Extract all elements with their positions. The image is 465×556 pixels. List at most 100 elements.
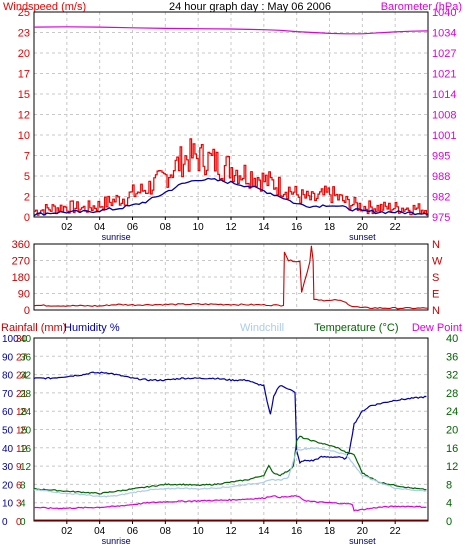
rain-y-tick-label: 3 — [16, 499, 22, 510]
wind-y-tick-label: 15 — [18, 89, 30, 101]
temperature-left-y-tick-label: 0 — [20, 517, 26, 528]
rain-y-tick-label: 9 — [16, 462, 22, 473]
rain-y-tick-label: 0 — [16, 517, 22, 528]
temperature-right-y-tick-label: 32 — [446, 370, 458, 382]
humidity-y-tick-label: 10 — [2, 499, 14, 510]
chart-title: 24 hour graph day : May 06 2006 — [169, 1, 331, 13]
direction-compass-label: E — [432, 289, 439, 301]
temperature-x-tick-label: 22 — [390, 526, 402, 537]
temperature-x-tick-label: 12 — [225, 526, 237, 537]
barometer-y-tick-label: 1034 — [432, 28, 456, 40]
direction-y-tick-label: 180 — [12, 272, 30, 284]
temperature-right-y-tick-label: 20 — [446, 425, 458, 437]
wind-x-tick-label: 08 — [160, 222, 172, 233]
wind-x-tick-label: 02 — [61, 222, 73, 233]
humidity-series — [33, 371, 427, 465]
wind-x-tick-label: 18 — [324, 222, 336, 233]
barometer-y-tick-label: 1027 — [432, 48, 456, 60]
temperature-right-y-tick-label: 40 — [446, 333, 458, 345]
dew-point-label: Dew Point — [412, 322, 462, 334]
direction-plot-frame — [33, 243, 429, 311]
wind-x-tick-label: 20 — [357, 222, 369, 233]
rain-axis-label: Rainfall (mm) — [1, 322, 66, 334]
temperature-x-tick-label: 10 — [193, 526, 205, 537]
humidity-y-tick-label: 60 — [2, 407, 14, 418]
windchill-label: Windchill — [240, 322, 284, 334]
direction-compass-label: S — [432, 272, 439, 284]
barometer-y-tick-label: 1008 — [432, 110, 456, 122]
humidity-y-tick-label: 20 — [2, 480, 14, 491]
rain-y-tick-label: 12 — [16, 444, 28, 455]
temperature-left-y-tick-label: 12 — [20, 462, 32, 473]
humidity-y-tick-label: 0 — [2, 517, 8, 528]
rain-y-tick-label: 24 — [16, 371, 28, 382]
temperature-left-y-tick-label: 32 — [20, 371, 32, 382]
temperature-left-y-tick-label: 4 — [20, 499, 26, 510]
temperature-x-tick-label: 20 — [357, 526, 369, 537]
direction-y-tick-label: 0 — [24, 305, 30, 317]
temperature-left-y-tick-label: 28 — [20, 389, 32, 400]
wind-y-tick-label: 23 — [18, 28, 30, 40]
windchill-series — [33, 447, 427, 498]
sunrise-label-bottom: sunrise — [102, 536, 131, 546]
wind-y-tick-label: 25 — [18, 7, 30, 19]
barometer-axis-label: Barometer (hPa) — [381, 1, 462, 13]
wind-y-tick-label: 5 — [24, 171, 30, 183]
wind-y-tick-label: 12 — [18, 110, 30, 122]
wind-y-tick-label: 0 — [24, 212, 30, 224]
temperature-left-y-tick-label: 16 — [20, 444, 32, 455]
sunrise-label: sunrise — [102, 232, 131, 242]
temperature-right-y-tick-label: 16 — [446, 443, 458, 455]
temperature-x-tick-label: 18 — [324, 526, 336, 537]
barometer-y-tick-label: 1014 — [432, 89, 456, 101]
wind-x-tick-label: 12 — [225, 222, 237, 233]
temperature-right-y-tick-label: 8 — [446, 479, 452, 491]
wind-x-tick-label: 04 — [94, 222, 106, 233]
wind-x-tick-label: 06 — [127, 222, 139, 233]
temperature-right-y-tick-label: 24 — [446, 406, 458, 418]
wind-direction-series — [33, 245, 429, 310]
wind-axis-label: Windspeed (m/s) — [3, 1, 86, 13]
direction-y-tick-label: 90 — [18, 289, 30, 301]
rain-y-tick-label: 21 — [16, 389, 28, 400]
wind-x-tick-label: 10 — [193, 222, 205, 233]
wind-x-tick-label: 14 — [258, 222, 270, 233]
temperature-x-tick-label: 16 — [291, 526, 303, 537]
direction-compass-label: N — [432, 239, 440, 251]
direction-compass-label: W — [432, 256, 443, 268]
barometer-y-tick-label: 1040 — [432, 7, 456, 19]
temperature-left-y-tick-label: 36 — [20, 352, 32, 363]
barometer-y-tick-label: 995 — [432, 151, 450, 163]
humidity-y-tick-label: 80 — [2, 371, 14, 382]
humidity-y-tick-label: 50 — [2, 426, 14, 437]
barometer-series — [33, 26, 429, 35]
temperature-right-y-tick-label: 12 — [446, 461, 458, 473]
rain-y-tick-label: 30 — [16, 334, 28, 345]
rain-y-tick-label: 18 — [16, 407, 28, 418]
sunset-label-bottom: sunset — [349, 536, 376, 546]
humidity-y-tick-label: 90 — [2, 352, 14, 363]
rain-y-tick-label: 15 — [16, 426, 28, 437]
barometer-y-tick-label: 975 — [432, 212, 450, 224]
temperature-right-y-tick-label: 0 — [446, 516, 452, 528]
barometer-y-tick-label: 988 — [432, 171, 450, 183]
humidity-y-tick-label: 100 — [2, 334, 19, 345]
temperature-x-tick-label: 02 — [61, 526, 73, 537]
direction-y-tick-label: 270 — [12, 256, 30, 268]
temperature-right-y-tick-label: 4 — [446, 498, 452, 510]
humidity-y-tick-label: 30 — [2, 462, 14, 473]
rain-y-tick-label: 6 — [16, 480, 22, 491]
temperature-x-tick-label: 06 — [127, 526, 139, 537]
windspeed-series — [34, 138, 428, 216]
sunset-label: sunset — [349, 232, 376, 242]
temperature-axis-label: Temperature (°C) — [314, 322, 398, 334]
humidity-y-tick-label: 40 — [2, 444, 14, 455]
wind-y-tick-label: 20 — [18, 48, 30, 60]
temperature-right-y-tick-label: 28 — [446, 388, 458, 400]
barometer-y-tick-label: 1021 — [432, 69, 456, 81]
direction-y-tick-label: 360 — [12, 239, 30, 251]
temperature-x-tick-label: 14 — [258, 526, 270, 537]
barometer-y-tick-label: 1001 — [432, 130, 456, 142]
humidity-axis-label: Humidity % — [64, 322, 120, 334]
wind-average-series — [33, 177, 429, 217]
